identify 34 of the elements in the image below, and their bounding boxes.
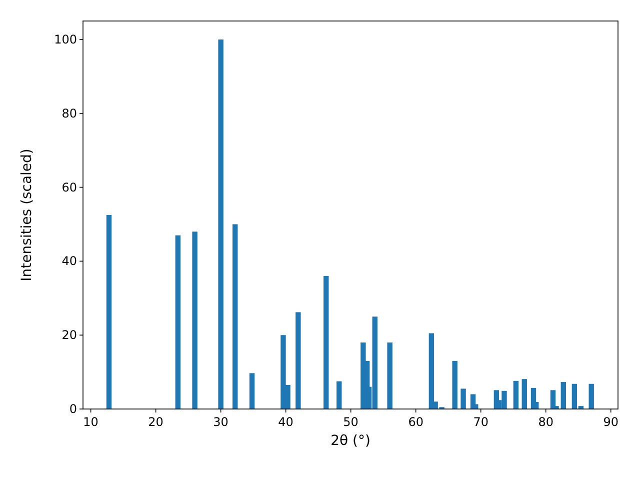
x-tick-label: 80 — [538, 415, 554, 429]
x-tick-label: 60 — [408, 415, 424, 429]
bar — [428, 333, 434, 409]
y-tick-label: 100 — [54, 32, 77, 46]
x-tick-label: 90 — [603, 415, 618, 429]
y-tick-label: 40 — [62, 254, 77, 268]
x-tick-label: 30 — [213, 415, 228, 429]
bar — [588, 384, 594, 409]
x-tick-label: 50 — [343, 415, 358, 429]
bar — [218, 39, 224, 409]
x-axis-title: 2θ (°) — [330, 433, 370, 449]
y-axis-title: Intensities (scaled) — [19, 148, 35, 282]
x-tick-label: 40 — [278, 415, 294, 429]
bar — [175, 235, 181, 409]
y-tick-label: 60 — [62, 180, 77, 194]
y-tick-label: 80 — [62, 106, 77, 120]
y-tick-label: 20 — [62, 328, 77, 342]
bar — [232, 224, 238, 409]
bar — [192, 232, 198, 409]
bar — [560, 382, 566, 409]
bar — [522, 379, 527, 409]
bar — [296, 312, 301, 409]
bar — [513, 380, 519, 409]
bar — [387, 342, 392, 409]
bar — [452, 360, 458, 409]
bar — [106, 215, 112, 409]
bar — [249, 373, 255, 409]
bar — [324, 276, 329, 409]
x-tick-label: 10 — [83, 415, 98, 429]
bar — [336, 381, 342, 409]
x-tick-label: 20 — [148, 415, 164, 429]
bar — [460, 388, 466, 409]
y-tick-label: 0 — [69, 402, 77, 416]
x-tick-label: 70 — [473, 415, 488, 429]
